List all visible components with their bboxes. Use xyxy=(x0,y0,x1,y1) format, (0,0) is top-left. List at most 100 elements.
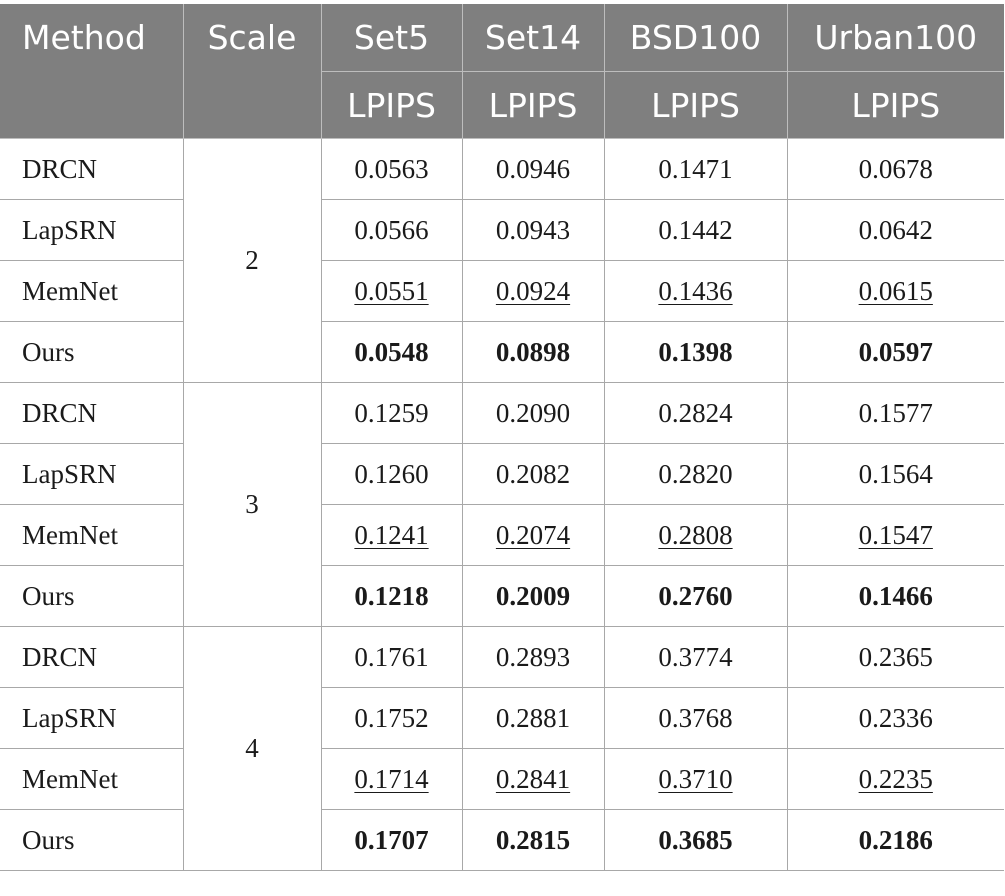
table-row: Ours 0.1707 0.2815 0.3685 0.2186 xyxy=(0,809,1004,871)
method-cell: Ours xyxy=(0,321,184,383)
value-cell-best: 0.2760 xyxy=(603,565,788,627)
underlined-value: 0.2235 xyxy=(858,763,933,794)
value-cell-best: 0.0898 xyxy=(461,321,605,383)
value-cell-best: 0.2186 xyxy=(786,809,1004,871)
value-cell: 0.1471 xyxy=(603,138,788,200)
metric-header-bsd100: LPIPS xyxy=(603,71,788,139)
method-cell: MemNet xyxy=(0,504,184,566)
underlined-value: 0.0615 xyxy=(858,275,933,306)
underlined-value: 0.1714 xyxy=(354,763,429,794)
value-cell-second-best: 0.1714 xyxy=(320,748,463,810)
method-cell: MemNet xyxy=(0,260,184,322)
column-header-bsd100: BSD100 xyxy=(603,4,788,72)
table-row: DRCN 4 0.1761 0.2893 0.3774 0.2365 xyxy=(0,626,1004,871)
value-cell-second-best: 0.2074 xyxy=(461,504,605,566)
value-cell-best: 0.0548 xyxy=(320,321,463,383)
value-cell: 0.0563 xyxy=(320,138,463,200)
table-row: LapSRN 0.0566 0.0943 0.1442 0.0642 xyxy=(0,199,1004,261)
underlined-value: 0.1547 xyxy=(858,519,933,550)
column-header-urban100: Urban100 xyxy=(786,4,1004,72)
value-cell-best: 0.1398 xyxy=(603,321,788,383)
results-table: Method Scale Set5 Set14 BSD100 Urban100 … xyxy=(0,4,1004,871)
method-cell: MemNet xyxy=(0,748,184,810)
metric-header-set14: LPIPS xyxy=(461,71,605,139)
table-row: MemNet 0.1241 0.2074 0.2808 0.1547 xyxy=(0,504,1004,566)
value-cell: 0.0566 xyxy=(320,199,463,261)
table-row: DRCN 3 0.1259 0.2090 0.2824 0.1577 xyxy=(0,382,1004,627)
value-cell-best: 0.1218 xyxy=(320,565,463,627)
value-cell: 0.1259 xyxy=(320,382,463,444)
scale-cell: 2 xyxy=(182,138,322,383)
value-cell: 0.2893 xyxy=(461,626,605,688)
header-row-datasets: Method Scale Set5 Set14 BSD100 Urban100 xyxy=(0,4,1004,139)
value-cell-second-best: 0.1547 xyxy=(786,504,1004,566)
value-cell: 0.3774 xyxy=(603,626,788,688)
value-cell: 0.1260 xyxy=(320,443,463,505)
value-cell: 0.2082 xyxy=(461,443,605,505)
table-row: MemNet 0.1714 0.2841 0.3710 0.2235 xyxy=(0,748,1004,810)
value-cell: 0.2090 xyxy=(461,382,605,444)
value-cell-second-best: 0.2808 xyxy=(603,504,788,566)
value-cell: 0.1752 xyxy=(320,687,463,749)
underlined-value: 0.1241 xyxy=(354,519,429,550)
underlined-value: 0.3710 xyxy=(658,763,733,794)
method-cell: DRCN xyxy=(0,626,184,688)
value-cell: 0.0946 xyxy=(461,138,605,200)
value-cell-second-best: 0.0551 xyxy=(320,260,463,322)
value-cell: 0.0642 xyxy=(786,199,1004,261)
underlined-value: 0.0924 xyxy=(495,275,571,306)
value-cell: 0.2365 xyxy=(786,626,1004,688)
value-cell: 0.0943 xyxy=(461,199,605,261)
value-cell: 0.1564 xyxy=(786,443,1004,505)
value-cell: 0.1442 xyxy=(603,199,788,261)
value-cell-second-best: 0.3710 xyxy=(603,748,788,810)
method-cell: Ours xyxy=(0,809,184,871)
underlined-value: 0.2841 xyxy=(495,763,571,794)
table-row: Ours 0.0548 0.0898 0.1398 0.0597 xyxy=(0,321,1004,383)
value-cell-best: 0.3685 xyxy=(603,809,788,871)
method-cell: LapSRN xyxy=(0,687,184,749)
value-cell-second-best: 0.2841 xyxy=(461,748,605,810)
value-cell-second-best: 0.1241 xyxy=(320,504,463,566)
value-cell-second-best: 0.2235 xyxy=(786,748,1004,810)
table-row: LapSRN 0.1260 0.2082 0.2820 0.1564 xyxy=(0,443,1004,505)
method-cell: Ours xyxy=(0,565,184,627)
column-header-set14: Set14 xyxy=(461,4,605,72)
value-cell: 0.2820 xyxy=(603,443,788,505)
value-cell-best: 0.2815 xyxy=(461,809,605,871)
method-cell: LapSRN xyxy=(0,443,184,505)
scale-cell: 4 xyxy=(182,626,322,871)
value-cell-best: 0.2009 xyxy=(461,565,605,627)
underlined-value: 0.1436 xyxy=(658,275,733,306)
value-cell: 0.1761 xyxy=(320,626,463,688)
value-cell-best: 0.0597 xyxy=(786,321,1004,383)
table-row: DRCN 2 0.0563 0.0946 0.1471 0.0678 xyxy=(0,138,1004,383)
method-cell: DRCN xyxy=(0,138,184,200)
value-cell-second-best: 0.0924 xyxy=(461,260,605,322)
method-cell: LapSRN xyxy=(0,199,184,261)
table-row: MemNet 0.0551 0.0924 0.1436 0.0615 xyxy=(0,260,1004,322)
table-row: Ours 0.1218 0.2009 0.2760 0.1466 xyxy=(0,565,1004,627)
value-cell: 0.2881 xyxy=(461,687,605,749)
value-cell-second-best: 0.1436 xyxy=(603,260,788,322)
value-cell: 0.0678 xyxy=(786,138,1004,200)
value-cell-best: 0.1707 xyxy=(320,809,463,871)
value-cell: 0.2336 xyxy=(786,687,1004,749)
table-header: Method Scale Set5 Set14 BSD100 Urban100 … xyxy=(0,4,1004,139)
underlined-value: 0.2808 xyxy=(658,519,733,550)
header-row-metric: LPIPS LPIPS LPIPS LPIPS xyxy=(0,71,1004,139)
value-cell-best: 0.1466 xyxy=(786,565,1004,627)
underlined-value: 0.0551 xyxy=(354,275,429,306)
table-row: LapSRN 0.1752 0.2881 0.3768 0.2336 xyxy=(0,687,1004,749)
value-cell: 0.2824 xyxy=(603,382,788,444)
underlined-value: 0.2074 xyxy=(495,519,571,550)
value-cell: 0.3768 xyxy=(603,687,788,749)
value-cell: 0.1577 xyxy=(786,382,1004,444)
scale-cell: 3 xyxy=(182,382,322,627)
table-body: DRCN 2 0.0563 0.0946 0.1471 0.0678 LapSR… xyxy=(0,138,1004,871)
method-cell: DRCN xyxy=(0,382,184,444)
column-header-set5: Set5 xyxy=(320,4,463,72)
metric-header-set5: LPIPS xyxy=(320,71,463,139)
column-header-scale: Scale xyxy=(182,4,322,139)
value-cell-second-best: 0.0615 xyxy=(786,260,1004,322)
